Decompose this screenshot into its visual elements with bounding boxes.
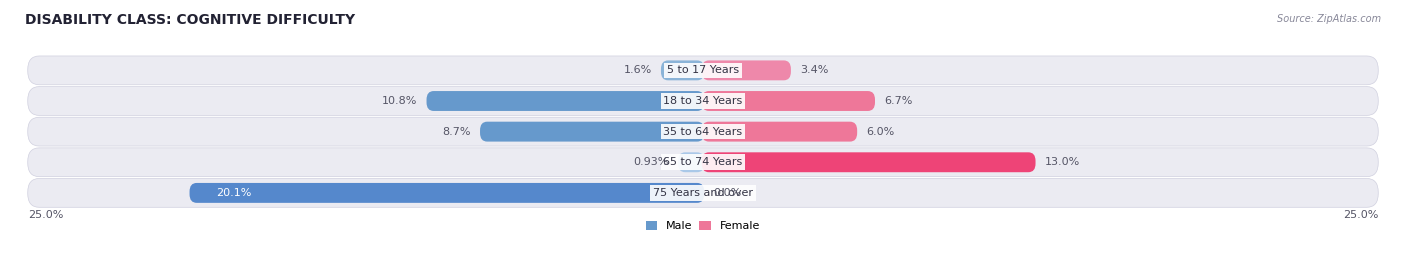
Text: 8.7%: 8.7%	[443, 127, 471, 137]
Text: 0.0%: 0.0%	[713, 188, 741, 198]
Text: 6.0%: 6.0%	[866, 127, 894, 137]
Text: 25.0%: 25.0%	[1343, 210, 1378, 220]
FancyBboxPatch shape	[661, 60, 704, 80]
FancyBboxPatch shape	[28, 148, 1378, 177]
FancyBboxPatch shape	[28, 117, 1378, 146]
FancyBboxPatch shape	[702, 152, 1036, 172]
Text: 0.93%: 0.93%	[634, 157, 669, 167]
FancyBboxPatch shape	[190, 183, 704, 203]
Text: 25.0%: 25.0%	[28, 210, 63, 220]
FancyBboxPatch shape	[426, 91, 704, 111]
FancyBboxPatch shape	[702, 60, 792, 80]
FancyBboxPatch shape	[479, 122, 704, 141]
FancyBboxPatch shape	[702, 122, 858, 141]
Text: 5 to 17 Years: 5 to 17 Years	[666, 65, 740, 75]
Text: 6.7%: 6.7%	[884, 96, 912, 106]
Text: 18 to 34 Years: 18 to 34 Years	[664, 96, 742, 106]
FancyBboxPatch shape	[28, 56, 1378, 85]
Text: Source: ZipAtlas.com: Source: ZipAtlas.com	[1277, 14, 1381, 23]
Text: 75 Years and over: 75 Years and over	[652, 188, 754, 198]
FancyBboxPatch shape	[28, 178, 1378, 207]
FancyBboxPatch shape	[678, 152, 704, 172]
Text: 35 to 64 Years: 35 to 64 Years	[664, 127, 742, 137]
Text: DISABILITY CLASS: COGNITIVE DIFFICULTY: DISABILITY CLASS: COGNITIVE DIFFICULTY	[25, 14, 356, 28]
Text: 1.6%: 1.6%	[624, 65, 652, 75]
FancyBboxPatch shape	[702, 91, 875, 111]
Text: 65 to 74 Years: 65 to 74 Years	[664, 157, 742, 167]
Text: 13.0%: 13.0%	[1045, 157, 1080, 167]
Text: 10.8%: 10.8%	[382, 96, 418, 106]
FancyBboxPatch shape	[28, 87, 1378, 115]
Text: 20.1%: 20.1%	[217, 188, 252, 198]
Legend: Male, Female: Male, Female	[641, 217, 765, 236]
Text: 3.4%: 3.4%	[800, 65, 828, 75]
